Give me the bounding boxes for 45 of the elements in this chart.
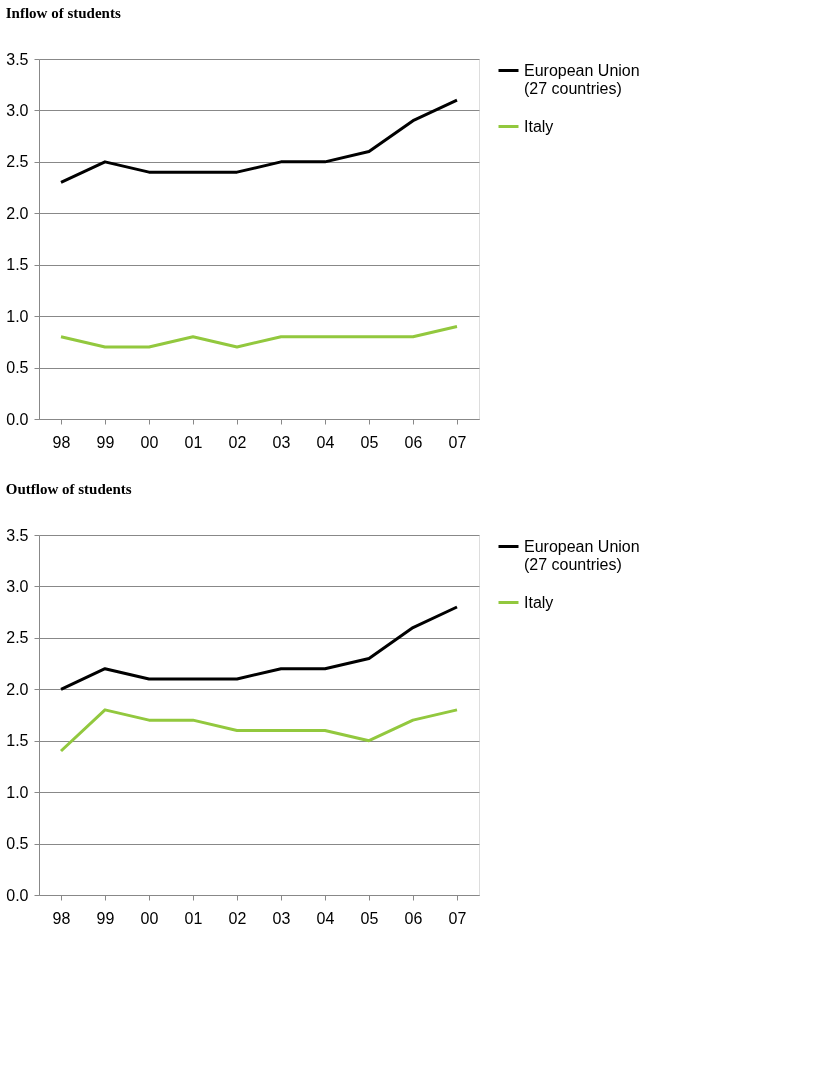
x-tick-label: 99 xyxy=(96,433,115,451)
x-tick-label: 04 xyxy=(316,433,335,451)
legend-label: Italy xyxy=(524,117,554,135)
y-tick-label: 2.5 xyxy=(6,629,29,647)
x-tick-label: 07 xyxy=(448,909,467,927)
x-tick-label: 07 xyxy=(448,433,467,451)
x-tick-label: 01 xyxy=(184,909,203,927)
legend-label: European Union (27 countries) xyxy=(524,537,640,573)
x-tick-label: 06 xyxy=(404,909,423,927)
x-tick-label: 02 xyxy=(228,909,247,927)
y-tick-label: 1.5 xyxy=(6,732,29,750)
chart-title: Outflow of students xyxy=(5,481,132,497)
y-tick-label: 3.5 xyxy=(6,50,29,68)
y-tick-label: 1.5 xyxy=(6,256,29,274)
x-tick-label: 01 xyxy=(184,433,203,451)
y-tick-label: 0.0 xyxy=(6,410,29,428)
x-tick-label: 00 xyxy=(140,433,159,451)
y-tick-label: 3.0 xyxy=(6,101,29,119)
line-series xyxy=(59,98,459,184)
x-tick-label: 02 xyxy=(228,433,247,451)
y-tick-label: 0.0 xyxy=(6,886,29,904)
y-tick-label: 1.0 xyxy=(6,783,29,801)
x-tick-label: 98 xyxy=(52,909,71,927)
x-tick-label: 03 xyxy=(272,909,291,927)
x-tick-label: 99 xyxy=(96,909,115,927)
y-tick-label: 0.5 xyxy=(6,359,29,377)
y-tick-label: 0.5 xyxy=(6,835,29,853)
legend-label: Italy xyxy=(524,593,554,611)
y-tick-label: 2.0 xyxy=(6,680,29,698)
line-series xyxy=(59,708,459,753)
x-tick-label: 98 xyxy=(52,433,71,451)
y-tick-label: 3.0 xyxy=(6,577,29,595)
y-tick-label: 3.5 xyxy=(6,526,29,544)
x-tick-label: 05 xyxy=(360,909,379,927)
y-tick-label: 1.0 xyxy=(6,307,29,325)
line-series xyxy=(59,605,459,691)
y-tick-label: 2.5 xyxy=(6,153,29,171)
x-tick-label: 03 xyxy=(272,433,291,451)
chart-title: Inflow of students xyxy=(5,5,121,21)
y-tick-label: 2.0 xyxy=(6,204,29,222)
legend-label: European Union (27 countries) xyxy=(524,61,640,97)
x-tick-label: 04 xyxy=(316,909,335,927)
x-tick-label: 00 xyxy=(140,909,159,927)
x-tick-label: 06 xyxy=(404,433,423,451)
x-tick-label: 05 xyxy=(360,433,379,451)
